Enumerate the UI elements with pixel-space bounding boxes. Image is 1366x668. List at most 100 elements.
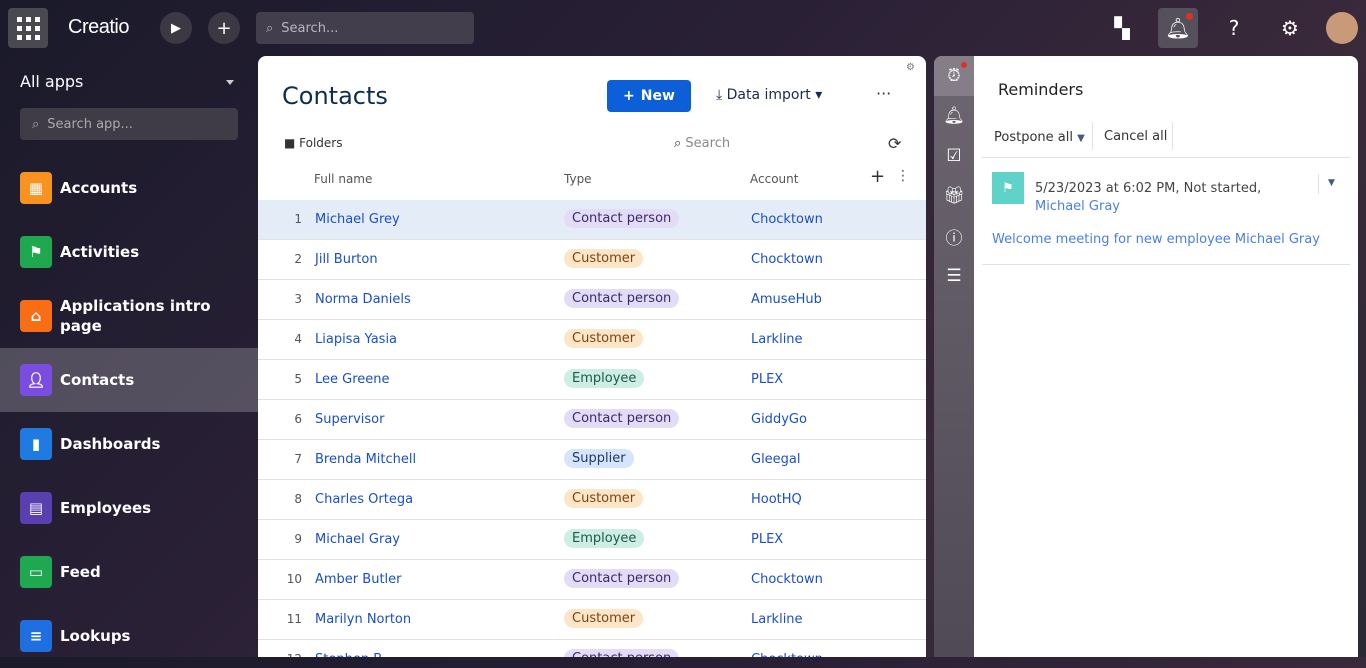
- contact-name-link[interactable]: Michael Gray: [315, 532, 401, 547]
- gift-icon[interactable]: 🎁︎: [943, 186, 965, 206]
- reminder-contact-link[interactable]: Michael Gray: [1035, 199, 1121, 214]
- contact-name-link[interactable]: Charles Ortega: [315, 492, 414, 507]
- sidebar-item-lookups[interactable]: ≡ Lookups: [0, 604, 258, 668]
- app-search-input[interactable]: ⌕ Search app...: [20, 108, 238, 140]
- reminder-menu-icon[interactable]: ▼: [1328, 178, 1335, 188]
- type-badge: Customer: [564, 329, 644, 348]
- bell-icon[interactable]: 🔔︎: [1158, 8, 1198, 48]
- sidebar-item-applications-intro-page[interactable]: ⌂ Applications intro page: [0, 284, 258, 348]
- account-link[interactable]: GiddyGo: [751, 412, 807, 427]
- account-link[interactable]: HootHQ: [751, 492, 802, 507]
- column-header-type[interactable]: Type: [564, 172, 592, 186]
- sidebar-item-activities[interactable]: ⚑ Activities: [0, 220, 258, 284]
- all-apps-title[interactable]: All apps: [20, 72, 84, 91]
- table-row[interactable]: 3 Norma Daniels Contact person AmuseHub: [258, 280, 926, 320]
- account-link[interactable]: Larkline: [751, 612, 803, 627]
- global-search-input[interactable]: ⌕ Search...: [256, 12, 474, 44]
- row-number: 3: [294, 292, 302, 306]
- type-badge: Employee: [564, 529, 645, 548]
- list-icon: ≡: [20, 620, 52, 652]
- play-icon[interactable]: ▶: [160, 12, 192, 44]
- data-import-button[interactable]: ⤓ Data import ▾: [716, 87, 823, 103]
- table-row[interactable]: 8 Charles Ortega Customer HootHQ: [258, 480, 926, 520]
- app-launcher-icon[interactable]: [8, 8, 48, 48]
- folders-button[interactable]: ■ Folders: [284, 136, 343, 150]
- reminders-panel: ⏰︎ 🔔︎ ☑ 🎁︎ ⓘ ☰ Reminders Postpone all ▼ …: [934, 56, 1358, 657]
- postpone-all-button[interactable]: Postpone all ▼: [994, 130, 1085, 145]
- account-link[interactable]: PLEX: [751, 532, 784, 547]
- process-log-icon[interactable]: ☰: [946, 266, 962, 286]
- info-icon[interactable]: ⓘ: [945, 228, 963, 249]
- table-row[interactable]: 6 Supervisor Contact person GiddyGo: [258, 400, 926, 440]
- table-row[interactable]: 5 Lee Greene Employee PLEX: [258, 360, 926, 400]
- contact-name-link[interactable]: Norma Daniels: [315, 292, 411, 307]
- table-row[interactable]: 7 Brenda Mitchell Supplier Gleegal: [258, 440, 926, 480]
- contact-name-link[interactable]: Supervisor: [315, 412, 385, 427]
- more-icon[interactable]: ···: [876, 84, 892, 103]
- chevron-down-icon[interactable]: [226, 80, 234, 89]
- row-number: 12: [278, 652, 302, 657]
- gear-icon[interactable]: ⚙: [1281, 16, 1299, 40]
- table-row[interactable]: 12 Stephen B Contact person Chocktown: [258, 640, 926, 657]
- row-number: 9: [294, 532, 302, 546]
- add-column-icon[interactable]: +: [870, 166, 886, 187]
- account-link[interactable]: AmuseHub: [751, 292, 822, 307]
- alarm-clock-icon[interactable]: ⏰︎: [934, 56, 974, 96]
- settings-icon[interactable]: ⚙: [906, 62, 915, 73]
- table-row[interactable]: 11 Marilyn Norton Customer Larkline: [258, 600, 926, 640]
- contact-name-link[interactable]: Jill Burton: [315, 252, 378, 267]
- reminders-title: Reminders: [998, 80, 1084, 99]
- reminder-subject-link[interactable]: Welcome meeting for new employee Michael…: [992, 232, 1320, 247]
- account-link[interactable]: Gleegal: [751, 452, 801, 467]
- column-header-account[interactable]: Account: [750, 172, 799, 186]
- table-row[interactable]: 10 Amber Butler Contact person Chocktown: [258, 560, 926, 600]
- column-menu-icon[interactable]: ⋮: [896, 168, 910, 184]
- cancel-all-button[interactable]: Cancel all: [1104, 129, 1168, 144]
- reminder-status: Not started,: [1183, 181, 1262, 196]
- row-number: 11: [286, 612, 302, 626]
- contact-name-link[interactable]: Stephen B: [315, 652, 382, 657]
- account-link[interactable]: Chocktown: [751, 572, 823, 587]
- type-badge: Contact person: [564, 649, 680, 657]
- column-header-full-name[interactable]: Full name: [314, 172, 373, 186]
- search-icon: ⌕: [32, 116, 40, 132]
- bar-chart-icon: ▮: [20, 428, 52, 460]
- sidebar-item-accounts[interactable]: ▦ Accounts: [0, 156, 258, 220]
- contact-name-link[interactable]: Lee Greene: [315, 372, 390, 387]
- building-icon: ▦: [20, 172, 52, 204]
- table-row[interactable]: 2 Jill Burton Customer Chocktown: [258, 240, 926, 280]
- notification-bell-icon[interactable]: 🔔︎: [943, 106, 965, 126]
- new-button[interactable]: + New: [607, 80, 691, 112]
- help-icon[interactable]: ?: [1228, 16, 1240, 40]
- plus-icon[interactable]: +: [208, 12, 240, 44]
- list-search-input[interactable]: ⌕ Search: [674, 136, 731, 151]
- sidebar-item-contacts[interactable]: 👤︎ Contacts: [0, 348, 258, 412]
- account-link[interactable]: Chocktown: [751, 212, 823, 227]
- type-badge: Customer: [564, 489, 644, 508]
- contact-name-link[interactable]: Brenda Mitchell: [315, 452, 417, 467]
- table-row[interactable]: 1 Michael Grey Contact person Chocktown: [258, 200, 926, 240]
- row-number: 10: [286, 572, 302, 586]
- account-link[interactable]: Larkline: [751, 332, 803, 347]
- account-link[interactable]: Chocktown: [751, 252, 823, 267]
- type-badge: Employee: [564, 369, 645, 388]
- avatar[interactable]: [1326, 12, 1358, 44]
- flag-icon: ⚑: [992, 172, 1024, 204]
- task-check-icon[interactable]: ☑: [946, 146, 962, 166]
- widgets-icon[interactable]: ▚: [1114, 16, 1130, 40]
- account-link[interactable]: Chocktown: [751, 652, 823, 657]
- contact-name-link[interactable]: Marilyn Norton: [315, 612, 412, 627]
- type-badge: Supplier: [564, 449, 634, 468]
- plus-icon: +: [623, 88, 635, 104]
- sidebar-item-dashboards[interactable]: ▮ Dashboards: [0, 412, 258, 476]
- search-icon: ⌕: [674, 136, 682, 151]
- table-row[interactable]: 9 Michael Gray Employee PLEX: [258, 520, 926, 560]
- contact-name-link[interactable]: Amber Butler: [315, 572, 402, 587]
- account-link[interactable]: PLEX: [751, 372, 784, 387]
- refresh-icon[interactable]: ⟳: [888, 134, 902, 153]
- sidebar-item-employees[interactable]: ▤ Employees: [0, 476, 258, 540]
- contact-name-link[interactable]: Michael Grey: [315, 212, 400, 227]
- sidebar-item-feed[interactable]: ▭ Feed: [0, 540, 258, 604]
- contact-name-link[interactable]: Liapisa Yasia: [315, 332, 398, 347]
- table-row[interactable]: 4 Liapisa Yasia Customer Larkline: [258, 320, 926, 360]
